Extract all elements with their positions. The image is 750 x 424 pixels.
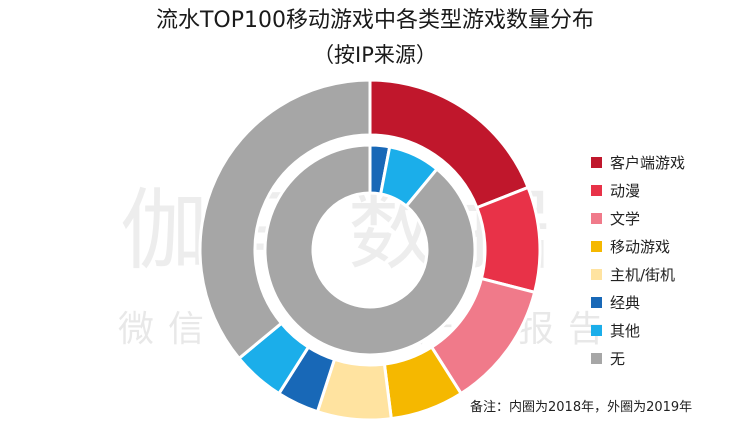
- legend-item: 文学: [591, 204, 685, 232]
- legend-label: 移动游戏: [610, 237, 671, 256]
- legend-label: 无: [610, 349, 626, 368]
- slice-inner-7: [263, 143, 477, 357]
- legend-label: 动漫: [610, 181, 641, 200]
- legend-swatch: [591, 296, 602, 308]
- legend-item: 移动游戏: [591, 232, 685, 260]
- legend-swatch: [591, 324, 602, 336]
- legend-swatch: [591, 268, 602, 280]
- legend-item: 无: [591, 344, 685, 372]
- legend-swatch: [591, 240, 602, 252]
- slice-outer-1: [474, 185, 542, 295]
- legend-item: 经典: [591, 288, 685, 316]
- legend-item: 客户端游戏: [591, 148, 685, 176]
- legend-swatch: [591, 352, 602, 364]
- chart-note: 备注：内圈为2018年，外圈为2019年: [470, 400, 693, 415]
- legend-label: 主机/街机: [610, 265, 676, 284]
- legend-label: 文学: [610, 209, 641, 228]
- legend-item: 动漫: [591, 176, 685, 204]
- legend-swatch: [591, 156, 602, 168]
- legend-label: 客户端游戏: [610, 153, 686, 172]
- legend-label: 其他: [610, 321, 641, 340]
- legend-item: 其他: [591, 316, 685, 344]
- chart-legend: 客户端游戏动漫文学移动游戏主机/街机经典其他无: [591, 148, 685, 372]
- slice-outer-7: [198, 78, 372, 361]
- legend-swatch: [591, 184, 602, 196]
- chart-subtitle: （按IP来源）: [313, 43, 437, 67]
- legend-label: 经典: [610, 293, 641, 312]
- legend-swatch: [591, 212, 602, 224]
- legend-item: 主机/街机: [591, 260, 685, 288]
- chart-title: 流水TOP100移动游戏中各类型游戏数量分布: [155, 8, 594, 33]
